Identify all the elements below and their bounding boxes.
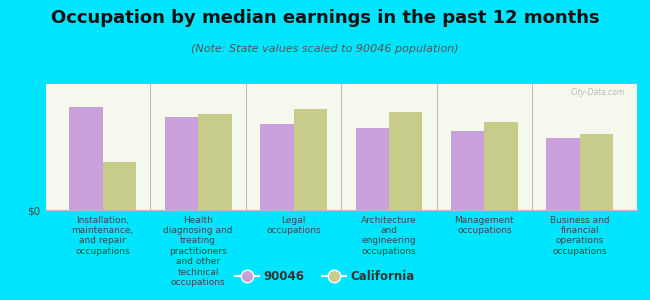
Bar	[103, 162, 136, 210]
Bar	[356, 128, 389, 210]
Text: City-Data.com: City-Data.com	[571, 88, 625, 97]
Bar	[389, 112, 422, 210]
Legend: 90046, California: 90046, California	[231, 266, 419, 288]
Bar	[580, 134, 613, 210]
Bar	[164, 117, 198, 210]
Bar	[260, 124, 294, 210]
Bar	[451, 130, 484, 210]
Bar	[484, 122, 518, 210]
Text: Occupation by median earnings in the past 12 months: Occupation by median earnings in the pas…	[51, 9, 599, 27]
Bar	[294, 109, 327, 210]
Text: (Note: State values scaled to 90046 population): (Note: State values scaled to 90046 popu…	[191, 44, 459, 53]
Bar	[70, 107, 103, 210]
Bar	[547, 138, 580, 210]
Bar	[198, 114, 231, 210]
